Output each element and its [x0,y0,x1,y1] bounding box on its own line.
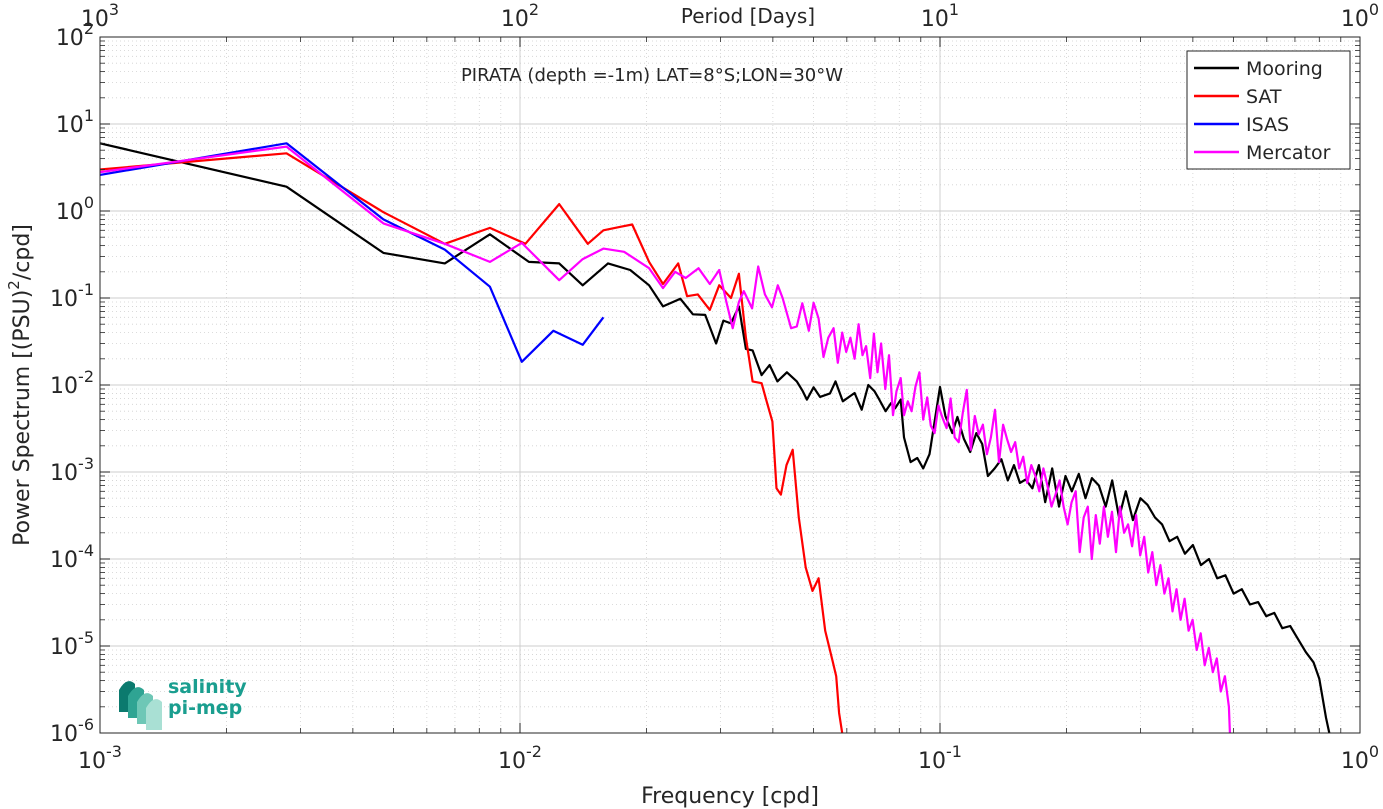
series-line-mercator [99,145,1231,734]
top-tick-label: 102 [501,0,539,32]
top-axis-label: Period [Days] [681,4,815,28]
top-tick-label: 103 [81,0,119,32]
y-tick-label: 100 [56,193,94,225]
tick-marks [99,36,1361,734]
series-line-mooring [99,142,1331,734]
top-tick-label: 101 [921,0,959,32]
x-tick-label: 10-1 [918,742,962,774]
salinity-pi-mep-logo: salinity pi-mep [119,676,247,730]
major-grid [99,36,1361,734]
y-tick-label: 10-6 [50,715,94,747]
legend-label-isas: ISAS [1246,114,1289,136]
series-layer [99,142,1331,734]
x-tick-label: 10-3 [78,742,122,774]
legend-box [1186,50,1351,170]
top-tick-label: 100 [1341,0,1379,32]
y-tick-label: 10-3 [50,454,94,486]
chart-title: PIRATA (depth =-1m) LAT=8°S;LON=30°W [461,65,843,86]
legend-label-mercator: Mercator [1246,142,1331,164]
y-tick-label: 10-1 [50,280,94,312]
x-tick-label: 100 [1341,742,1379,774]
logo-text-salinity: salinity [168,676,247,698]
y-tick-label: 10-5 [50,628,94,660]
x-axis-label: Frequency [cpd] [641,784,819,809]
logo-text-pi-mep: pi-mep [168,697,242,719]
legend-label-sat: SAT [1246,86,1282,108]
y-axis-label: Power Spectrum [(PSU)2/cpd] [5,224,35,546]
logo-wave-shape [146,699,162,730]
y-tick-label: 10-4 [50,541,94,573]
y-tick-label: 101 [56,106,94,138]
series-line-isas [99,142,605,363]
x-tick-label: 10-2 [498,742,542,774]
legend: Mooring SAT ISAS Mercator [1186,50,1351,170]
y-tick-label: 102 [56,19,94,51]
y-tick-label: 10-2 [50,367,94,399]
legend-label-mooring: Mooring [1246,58,1323,80]
logo-waves-icon [119,681,162,730]
series-line-sat [99,152,844,734]
